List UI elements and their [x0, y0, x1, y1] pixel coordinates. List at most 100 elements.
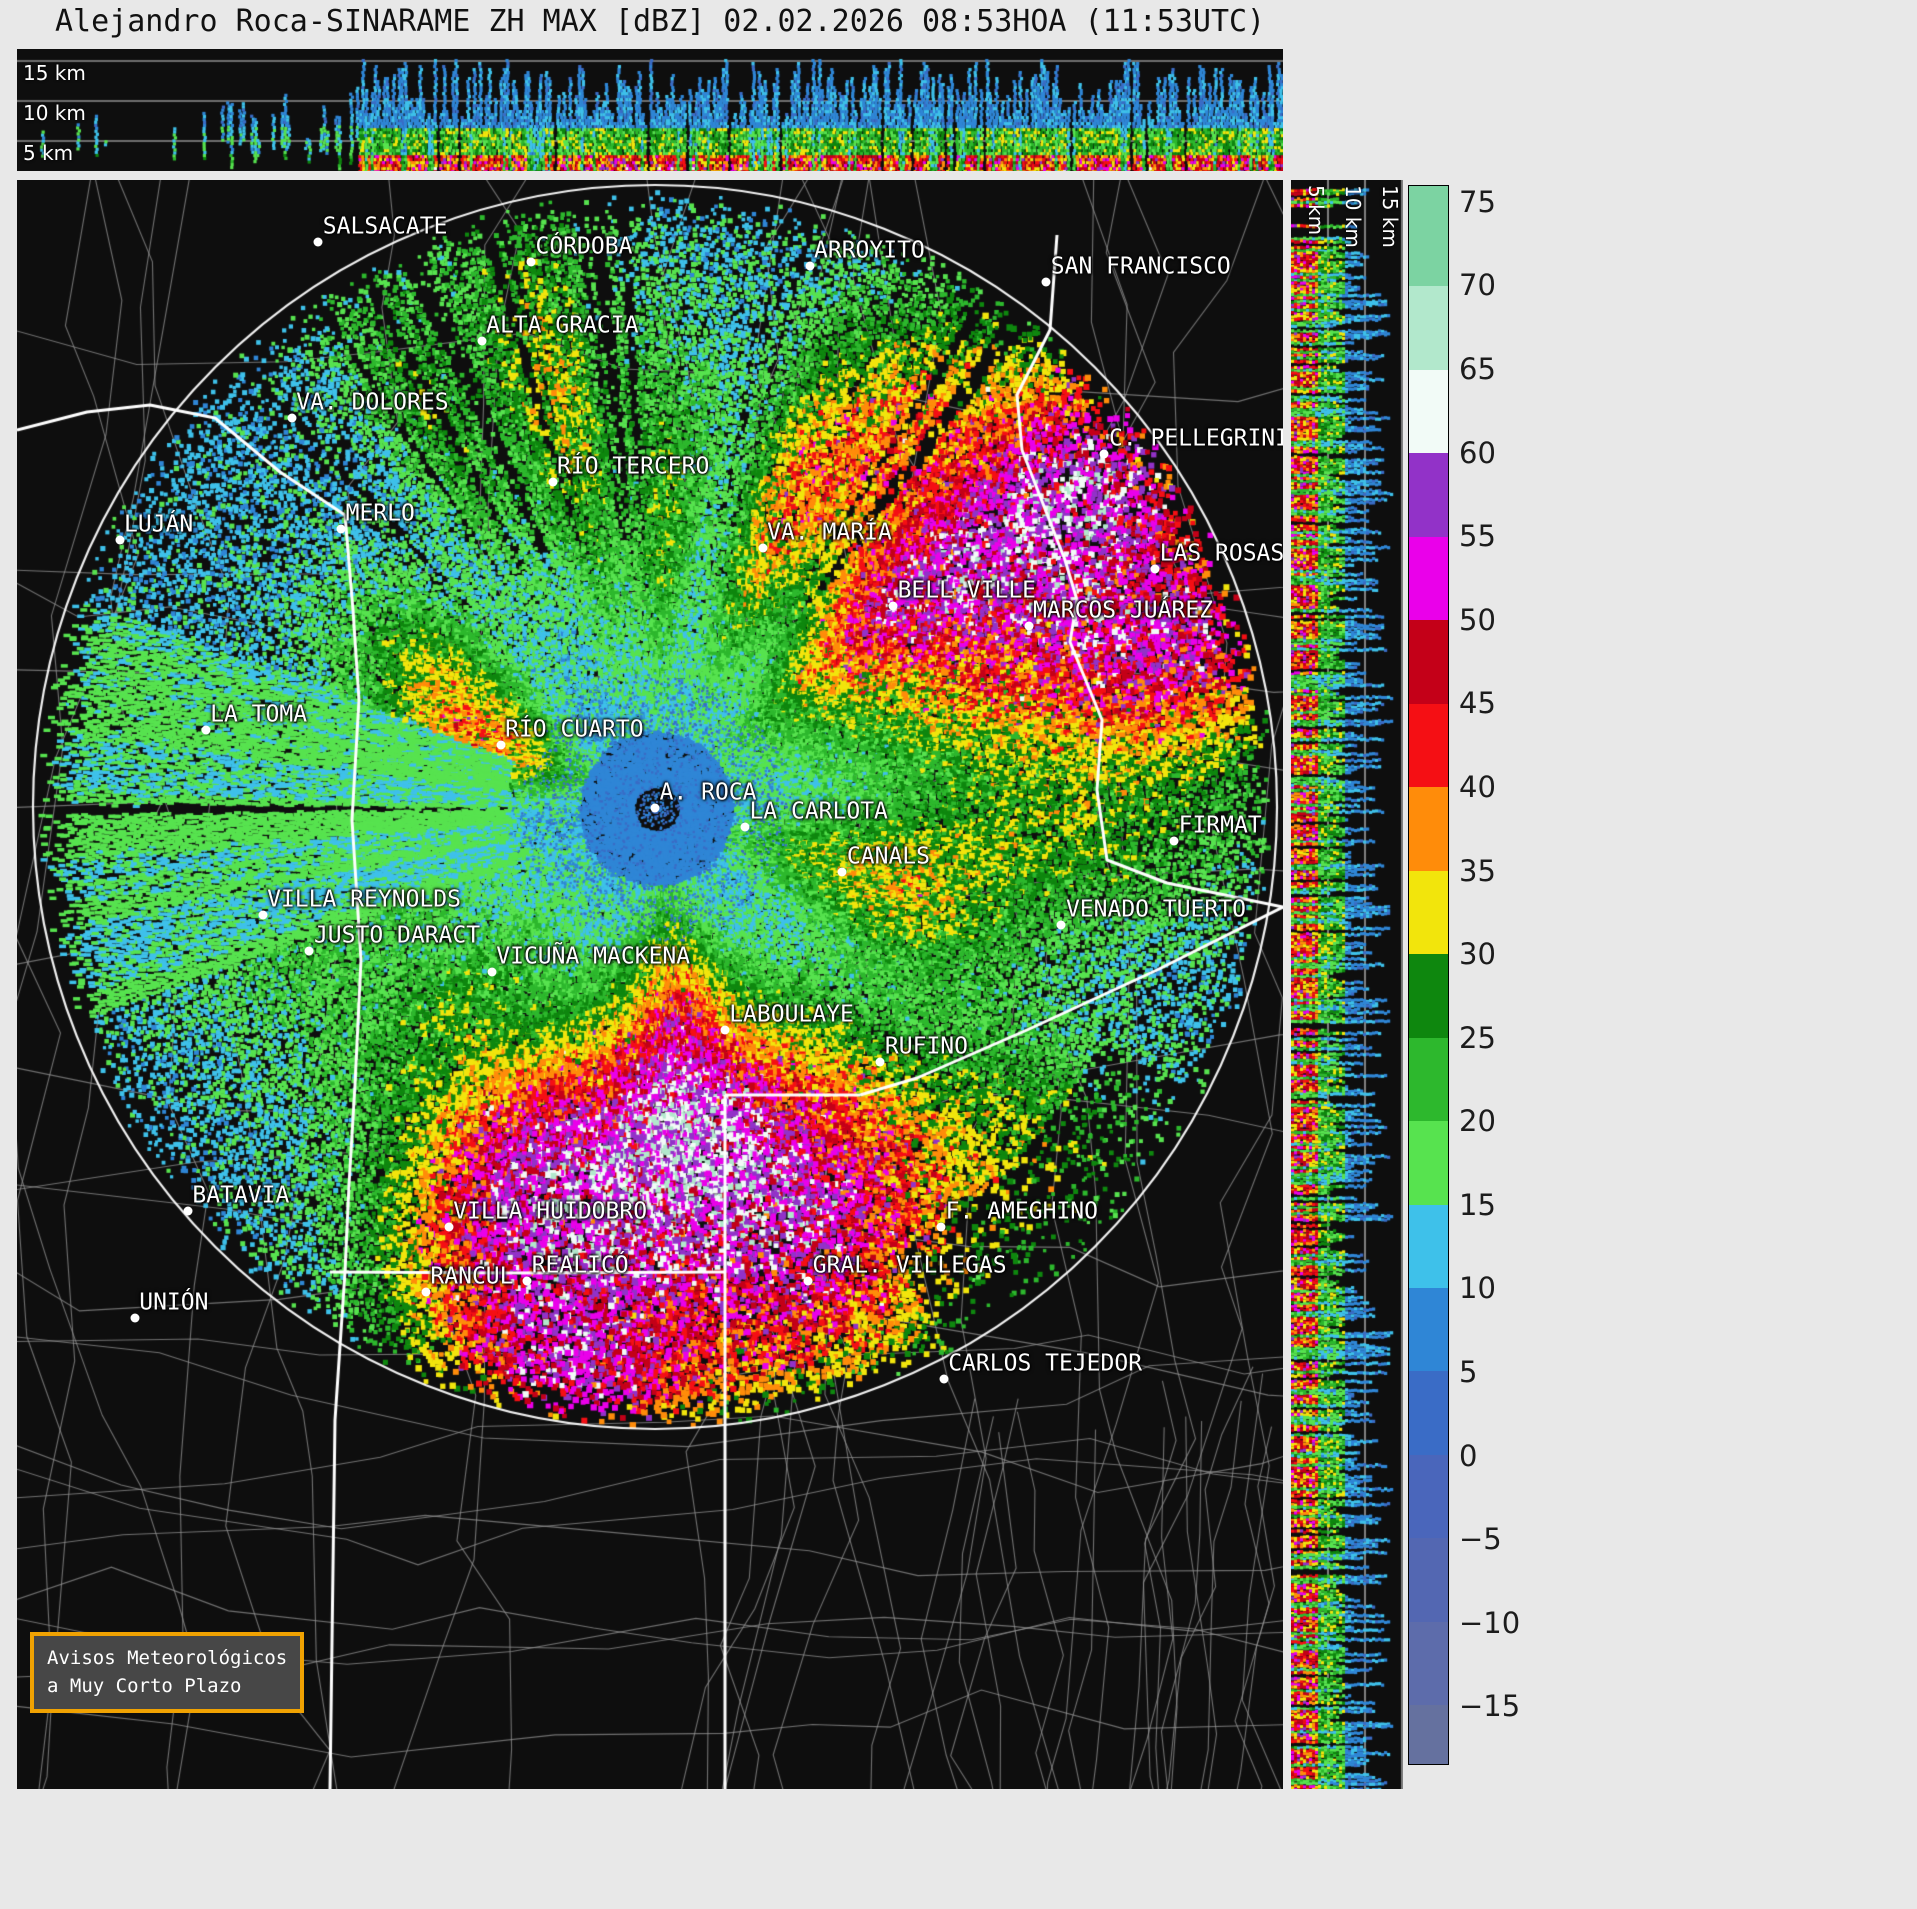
height-label: 5 km: [1304, 185, 1328, 236]
city-label: REALICÓ: [531, 1252, 629, 1279]
colorbar-tick-label: −5: [1459, 1522, 1502, 1557]
colorbar-segment: [1409, 787, 1448, 871]
city-label: LAS ROSAS: [1159, 540, 1283, 567]
city-marker: C. PELLEGRINI: [1099, 425, 1283, 459]
city-dot-icon: [888, 601, 898, 611]
colorbar-segment: [1409, 453, 1448, 537]
city-label-layer: SALSACATE CÓRDOBA ARROYITO SAN FRANCISCO ALT…: [17, 180, 1283, 1789]
city-dot-icon: [304, 946, 314, 956]
right-height-profile: 5 km 10 km 15 km: [1291, 180, 1403, 1789]
colorbar-tick-label: 70: [1459, 268, 1496, 303]
city-marker: FIRMAT: [1169, 813, 1262, 846]
city-dot-icon: [477, 336, 487, 346]
city-marker: UNIÓN: [130, 1289, 208, 1323]
colorbar-tick-label: 25: [1459, 1020, 1496, 1055]
right-profile-canvas: [1291, 180, 1403, 1789]
city-dot-icon: [526, 257, 536, 267]
city-marker: RÍO CUARTO: [496, 716, 644, 750]
colorbar-segment: [1409, 1371, 1448, 1455]
city-label: LA TOMA: [210, 701, 308, 728]
colorbar-segment: [1409, 1454, 1448, 1539]
city-marker: BATAVIA: [183, 1183, 289, 1216]
radar-map-panel: SALSACATE CÓRDOBA ARROYITO SAN FRANCISCO ALT…: [17, 180, 1283, 1789]
city-marker: CÓRDOBA: [526, 234, 632, 267]
city-dot-icon: [650, 803, 660, 812]
city-marker: JUSTO DARACT: [304, 922, 480, 956]
colorbar-segment: [1409, 1037, 1448, 1122]
colorbar-tick-label: 5: [1459, 1355, 1478, 1390]
city-marker: SALSACATE: [313, 213, 447, 247]
city-label: LUJÁN: [124, 511, 194, 538]
colorbar-tick-label: 55: [1459, 519, 1496, 554]
colorbar: [1408, 185, 1449, 1765]
city-label: VENADO TUERTO: [1065, 896, 1246, 923]
city-dot-icon: [939, 1374, 949, 1384]
colorbar-segment: [1409, 1538, 1448, 1622]
colorbar-tick-label: 0: [1459, 1438, 1478, 1473]
colorbar-segment: [1409, 536, 1448, 621]
city-dot-icon: [183, 1206, 193, 1216]
colorbar-tick-label: 65: [1459, 351, 1496, 386]
city-dot-icon: [875, 1057, 885, 1067]
colorbar-tick-label: 75: [1459, 184, 1496, 219]
colorbar-segment: [1409, 620, 1448, 704]
colorbar-segment: [1409, 1288, 1448, 1372]
city-dot-icon: [421, 1287, 431, 1297]
city-marker: CANALS: [837, 843, 930, 877]
city-label: CARLOS TEJEDOR: [948, 1350, 1143, 1377]
city-dot-icon: [313, 237, 323, 247]
colorbar-tick-label: 15: [1459, 1187, 1496, 1222]
colorbar-tick-label: −15: [1459, 1689, 1521, 1724]
city-dot-icon: [805, 261, 815, 271]
colorbar-tick-label: 45: [1459, 686, 1496, 721]
colorbar-scale: [1409, 186, 1448, 1764]
city-label: BELL VILLE: [897, 577, 1037, 604]
city-marker: CARLOS TEJEDOR: [939, 1350, 1142, 1384]
city-dot-icon: [444, 1222, 454, 1232]
city-dot-icon: [130, 1313, 140, 1323]
height-label: 10 km: [23, 101, 86, 125]
product-title: Alejandro Roca-SINARAME ZH MAX [dBZ] 02.…: [55, 4, 1266, 39]
top-height-profile: 15 km 10 km 5 km: [17, 49, 1283, 171]
colorbar-segment: [1409, 186, 1448, 287]
city-label: VA. DOLORES: [296, 389, 449, 416]
city-dot-icon: [1056, 920, 1066, 930]
colorbar-tick-label: 20: [1459, 1104, 1496, 1139]
city-dot-icon: [936, 1222, 946, 1232]
city-dot-icon: [1099, 449, 1109, 459]
city-dot-icon: [258, 910, 268, 920]
height-label: 15 km: [23, 61, 86, 85]
city-marker: GRAL. VILLEGAS: [803, 1252, 1007, 1286]
city-marker: VA. DOLORES: [287, 390, 449, 423]
colorbar-tick-label: −10: [1459, 1605, 1521, 1640]
city-dot-icon: [487, 967, 497, 977]
colorbar-segment: [1409, 870, 1448, 955]
city-label: C. PELLEGRINI: [1108, 425, 1283, 452]
colorbar-segment: [1409, 1621, 1448, 1706]
colorbar-tick-label: 50: [1459, 602, 1496, 637]
city-label: ALTA GRACIA: [486, 312, 639, 339]
city-marker: F. AMEGHINO: [936, 1199, 1098, 1232]
city-dot-icon: [115, 535, 125, 545]
city-label: GRAL. VILLEGAS: [812, 1252, 1007, 1279]
city-marker: LABOULAYE: [720, 1001, 854, 1035]
city-dot-icon: [1041, 277, 1051, 287]
city-dot-icon: [740, 822, 750, 832]
city-label: RÍO TERCERO: [557, 453, 710, 480]
city-marker: VA. MARÍA: [758, 520, 892, 553]
colorbar-segment: [1409, 369, 1448, 454]
height-label: 10 km: [1341, 185, 1365, 248]
city-dot-icon: [336, 524, 346, 534]
city-marker: RÍO TERCERO: [548, 454, 709, 487]
city-label: SALSACATE: [322, 213, 448, 240]
colorbar-segment: [1409, 1705, 1448, 1764]
colorbar-tick-label: 30: [1459, 937, 1496, 972]
city-marker: VICUÑA MACKENA: [487, 943, 690, 977]
city-label: BATAVIA: [192, 1182, 290, 1209]
city-label: MERLO: [345, 500, 415, 527]
colorbar-segment: [1409, 1204, 1448, 1288]
city-label: VICUÑA MACKENA: [496, 943, 691, 970]
city-dot-icon: [1024, 621, 1034, 631]
colorbar-segment: [1409, 703, 1448, 788]
city-label: VILLA REYNOLDS: [267, 886, 461, 913]
